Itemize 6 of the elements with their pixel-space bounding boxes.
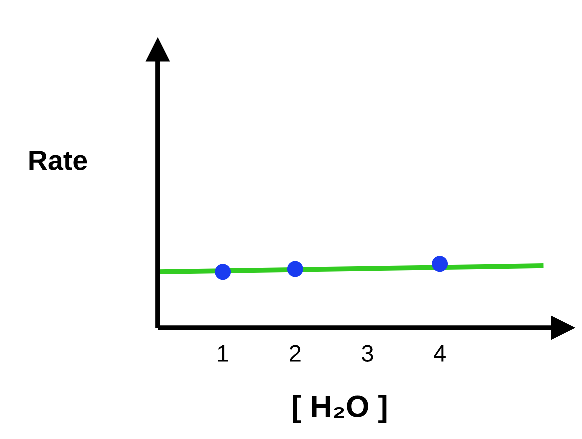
- x-tick-label: 1: [218, 346, 229, 362]
- x-tick-label: 3: [362, 345, 374, 362]
- x-tick-label: 2: [290, 345, 301, 362]
- x-tick-label: 4: [434, 346, 446, 362]
- y-axis-title: Rate: [30, 151, 88, 170]
- x-axis-title: [ H₂O ]: [293, 395, 387, 424]
